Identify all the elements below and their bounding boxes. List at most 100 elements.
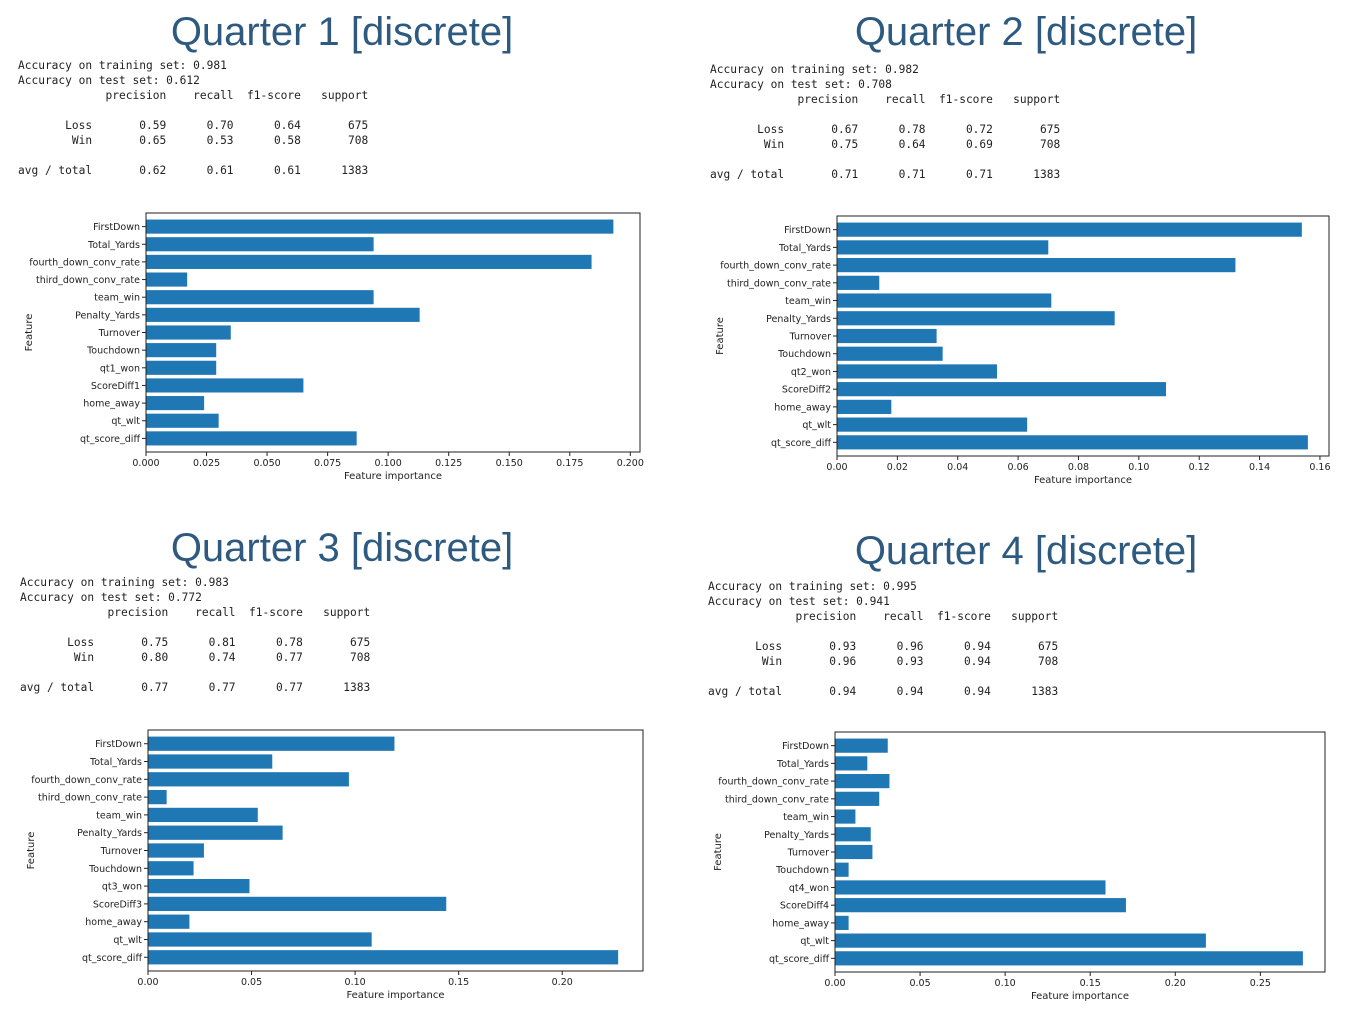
y-tick-label: Turnover <box>98 328 140 339</box>
y-tick-label: home_away <box>83 399 140 410</box>
bar <box>148 754 273 769</box>
x-tick-label: 0.16 <box>1309 462 1330 473</box>
y-tick-label: Turnover <box>100 846 142 857</box>
panel-title: Quarter 1 [discrete] <box>170 10 514 54</box>
panel-title: Quarter 4 [discrete] <box>854 529 1198 573</box>
y-tick-label: fourth_down_conv_rate <box>29 257 140 268</box>
plot-frame <box>836 215 1330 457</box>
y-tick-label: home_away <box>774 402 831 413</box>
x-tick-label: 0.10 <box>345 977 366 988</box>
bar <box>148 736 395 751</box>
bar <box>146 413 219 428</box>
bar <box>148 789 167 805</box>
y-tick-label: qt_wlt <box>111 416 140 427</box>
bar <box>835 862 849 877</box>
bar <box>837 382 1167 397</box>
y-tick-label: Penalty_Yards <box>75 310 140 321</box>
bar <box>837 399 892 414</box>
x-tick-label: 0.075 <box>314 458 341 469</box>
bar <box>146 396 205 411</box>
bar <box>146 219 614 234</box>
x-tick-label: 0.050 <box>253 458 280 469</box>
x-axis-label: Feature importance <box>1034 475 1132 486</box>
y-tick-label: Total_Yards <box>89 757 142 768</box>
y-tick-label: fourth_down_conv_rate <box>720 261 831 272</box>
y-axis-label: Feature <box>24 314 35 352</box>
y-tick-label: Turnover <box>787 848 829 859</box>
y-tick-label: qt_wlt <box>113 935 142 946</box>
y-tick-label: fourth_down_conv_rate <box>718 777 829 788</box>
y-tick-label: Turnover <box>789 332 831 343</box>
y-tick-label: Total_Yards <box>778 243 831 254</box>
bar <box>837 240 1049 255</box>
y-tick-label: Penalty_Yards <box>77 828 142 839</box>
x-tick-label: 0.20 <box>1165 978 1186 989</box>
x-tick-label: 0.14 <box>1249 462 1270 473</box>
x-tick-label: 0.08 <box>1068 462 1089 473</box>
bar <box>146 237 374 252</box>
x-tick-label: 0.15 <box>448 977 469 988</box>
y-tick-label: third_down_conv_rate <box>38 793 142 804</box>
bar <box>146 431 357 446</box>
bar <box>837 275 880 290</box>
x-tick-label: 0.200 <box>617 458 644 469</box>
y-tick-label: FirstDown <box>93 222 140 233</box>
x-tick-label: 0.02 <box>887 462 908 473</box>
y-tick-label: team_win <box>785 296 831 307</box>
bar <box>148 772 349 787</box>
y-tick-label: team_win <box>96 810 142 821</box>
bar <box>146 378 304 393</box>
x-tick-label: 0.175 <box>556 458 583 469</box>
bar <box>148 950 619 965</box>
y-tick-label: ScoreDiff2 <box>782 385 831 396</box>
bar <box>148 843 204 858</box>
y-tick-label: qt_score_diff <box>80 434 140 445</box>
bar <box>146 343 217 358</box>
bar <box>148 932 372 947</box>
bar <box>146 272 188 287</box>
x-tick-label: 0.00 <box>824 978 845 989</box>
bar <box>148 807 258 823</box>
y-tick-label: team_win <box>783 812 829 823</box>
bar <box>837 311 1115 326</box>
bar <box>837 293 1052 308</box>
panel-title: Quarter 3 [discrete] <box>170 526 514 570</box>
y-tick-label: qt_score_diff <box>771 438 831 449</box>
y-tick-label: qt_score_diff <box>82 953 142 964</box>
x-tick-label: 0.100 <box>375 458 402 469</box>
x-tick-label: 0.12 <box>1189 462 1210 473</box>
plot-frame <box>834 731 1326 973</box>
bar <box>837 346 943 361</box>
bar <box>837 435 1308 450</box>
x-tick-label: 0.04 <box>947 462 968 473</box>
x-tick-label: 0.10 <box>995 978 1016 989</box>
bar <box>146 325 231 340</box>
bar <box>837 328 937 344</box>
bar <box>146 290 374 305</box>
y-tick-label: FirstDown <box>95 739 142 750</box>
y-tick-label: qt3_won <box>102 882 142 893</box>
bar <box>837 222 1302 237</box>
bar <box>835 844 873 860</box>
x-tick-label: 0.10 <box>1128 462 1149 473</box>
bar <box>835 898 1126 913</box>
bar <box>148 896 447 912</box>
y-tick-label: Touchdown <box>88 864 142 875</box>
x-tick-label: 0.150 <box>496 458 523 469</box>
y-tick-label: third_down_conv_rate <box>727 278 831 289</box>
x-axis-label: Feature importance <box>344 471 442 482</box>
y-tick-label: qt1_won <box>100 363 140 374</box>
x-tick-label: 0.06 <box>1008 462 1029 473</box>
y-tick-label: ScoreDiff4 <box>780 901 829 912</box>
y-tick-label: team_win <box>94 293 140 304</box>
bar <box>148 914 190 929</box>
x-tick-label: 0.05 <box>909 978 930 989</box>
x-tick-label: 0.125 <box>435 458 462 469</box>
feature-importance-chart: FirstDown Total_Yards fourth_down_conv_rat… <box>24 212 644 482</box>
x-tick-label: 0.025 <box>193 458 220 469</box>
bar <box>148 825 283 840</box>
x-axis-label: Feature importance <box>1031 991 1129 1002</box>
bar <box>146 254 592 269</box>
panel-quarter-2: Quarter 2 [discrete] Accuracy on trainin… <box>684 0 1368 506</box>
panel-quarter-1: Quarter 1 [discrete] Accuracy on trainin… <box>0 0 684 506</box>
